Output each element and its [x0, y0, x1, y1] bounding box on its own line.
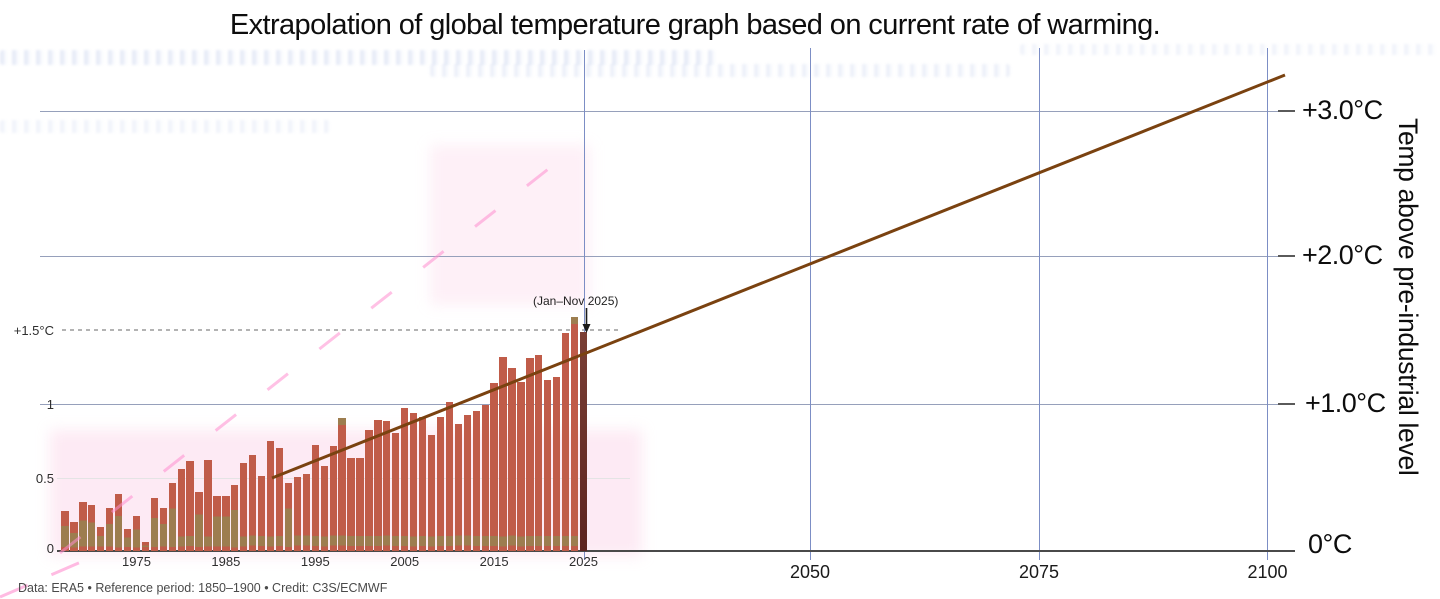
bar-1995 [311, 444, 319, 551]
bar-1999 [347, 458, 355, 551]
bar-2010 [445, 402, 454, 551]
bar-2013 [472, 411, 480, 551]
bar-1970 [88, 505, 96, 551]
annotation-jan-nov-2025: (Jan–Nov 2025) [533, 294, 619, 308]
bar-2015 [490, 383, 498, 551]
credit-text: Data: ERA5 • Reference period: 1850–1900… [18, 581, 388, 595]
left-axis-label-1: 1 [46, 397, 54, 412]
gridline-3deg [40, 111, 1278, 112]
chart-title: Extrapolation of global temperature grap… [229, 9, 1161, 41]
x-tick-2075: 2075 [1018, 562, 1060, 582]
bar-1971 [97, 527, 105, 551]
bar-2002 [374, 419, 382, 551]
bar-1969 [79, 502, 87, 551]
gridline-1deg [40, 404, 1278, 405]
bar-1984 [213, 496, 221, 551]
x-tick-1995: 1995 [300, 554, 330, 569]
bar-1973 [114, 493, 123, 551]
x-tick-2050: 2050 [789, 562, 831, 582]
reference-line-1p5deg [62, 329, 622, 331]
x-tick-1985: 1985 [211, 554, 241, 569]
left-axis-label-0: 0 [46, 541, 54, 556]
ghost-artifact [0, 50, 720, 65]
right-axis-label-1deg: +1.0°C [1305, 388, 1386, 418]
bar-1994 [302, 474, 310, 551]
y-axis-title: Temp above pre-industrial level [1393, 118, 1423, 476]
bar-1982 [195, 492, 203, 551]
bar-1974 [123, 528, 132, 551]
right-tick-2deg [1278, 255, 1295, 257]
x-tick-2015: 2015 [479, 554, 509, 569]
ghost-pink-trend-line [59, 146, 576, 555]
bar-2006 [409, 412, 418, 551]
bar-2009 [436, 416, 445, 551]
bar-2020 [535, 355, 543, 551]
bar-1991 [275, 447, 284, 551]
extrapolation-line [271, 73, 1286, 480]
gridline-2deg [40, 256, 1278, 257]
left-axis-label-0p5: 0.5 [35, 471, 54, 486]
bar-2011 [454, 424, 462, 551]
bar-2018 [517, 381, 525, 551]
bar-1987 [240, 462, 248, 551]
pink-wash-artifact [50, 430, 642, 556]
right-axis-label-3deg: +3.0°C [1302, 95, 1383, 125]
left-axis-label-1p5: +1.5°C [13, 323, 54, 338]
bar-2021 [544, 380, 552, 551]
bar-1977 [150, 497, 159, 551]
bar-1968 [70, 521, 78, 551]
bar-1990 [266, 440, 275, 551]
bar-1998 [338, 418, 346, 551]
bar-1980 [177, 468, 185, 551]
bar-2017 [508, 368, 516, 551]
ghost-artifact [430, 64, 1010, 77]
bar-2016 [499, 356, 507, 551]
x-tick-1975: 1975 [122, 554, 151, 569]
ghost-artifact [1020, 44, 1440, 55]
bar-1981 [186, 461, 194, 551]
bar-1979 [168, 483, 176, 551]
bar-1972 [106, 508, 114, 551]
bar-2024 [570, 316, 579, 551]
bar-1978 [159, 508, 167, 551]
gridline-2075 [1039, 48, 1040, 560]
bar-2007 [418, 416, 427, 551]
pink-wash-artifact [430, 145, 590, 305]
right-tick-3deg [1278, 110, 1295, 112]
bar-1967 [61, 511, 69, 551]
right-axis-label-0deg: 0°C [1308, 529, 1352, 559]
bar-1988 [249, 455, 257, 551]
x-tick-2005: 2005 [390, 554, 420, 569]
bar-2023 [561, 332, 570, 551]
ghost-artifact [0, 120, 330, 133]
bar-2012 [463, 415, 471, 551]
bar-1989 [258, 475, 266, 551]
bar-2001 [365, 430, 373, 551]
bar-2004 [392, 433, 400, 551]
right-tick-1deg [1278, 403, 1295, 405]
bar-1992 [284, 483, 293, 551]
bar-2000 [356, 458, 364, 551]
bar-1997 [329, 446, 337, 551]
x-tick-2100: 2100 [1247, 562, 1288, 582]
gridline-2050 [810, 48, 811, 560]
bar-1993 [293, 477, 302, 551]
right-axis-label-2deg: +2.0°C [1302, 240, 1383, 270]
bar-1985 [222, 496, 230, 551]
bar-2019 [526, 358, 534, 551]
bar-2003 [383, 421, 391, 551]
bar-1983 [204, 459, 212, 551]
bar-2008 [427, 434, 436, 551]
gridline-0p5deg [57, 478, 630, 479]
bar-1986 [231, 484, 239, 551]
x-axis-line [57, 550, 1295, 552]
bar-1975 [132, 515, 141, 551]
gridline-2100 [1267, 48, 1268, 560]
bar-2005 [401, 408, 409, 551]
